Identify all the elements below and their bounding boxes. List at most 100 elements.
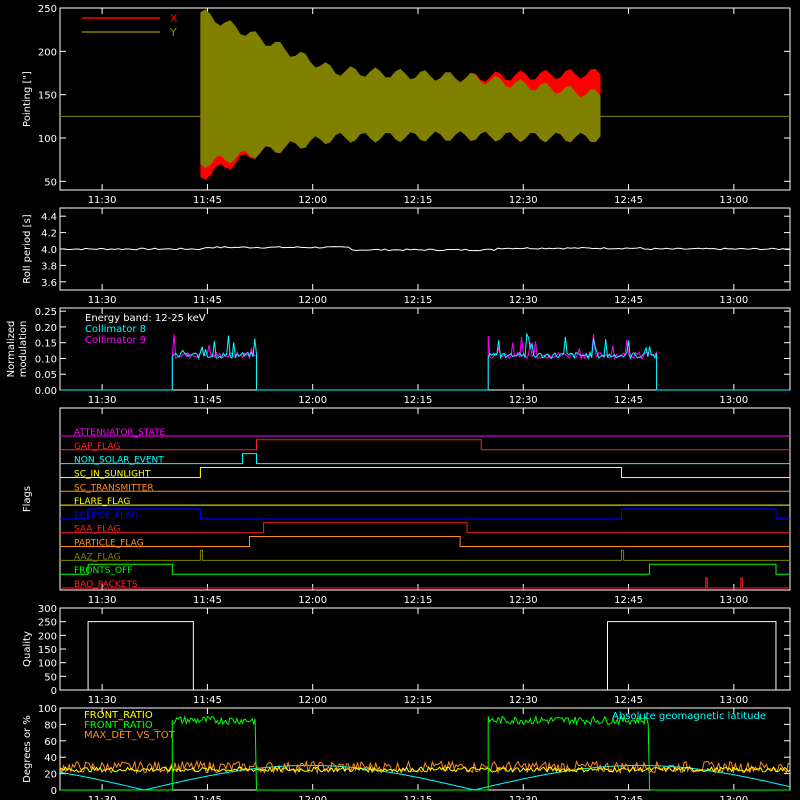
x-tick-label: 12:00 [298, 295, 327, 306]
x-tick-label: 12:45 [614, 695, 643, 706]
y-tick-label: 250 [38, 618, 57, 629]
y-tick-label: 0.15 [35, 339, 57, 350]
x-tick-label: 12:45 [614, 595, 643, 606]
legend-label-collimator-1: Collimator 9 [85, 335, 146, 346]
x-tick-label: 12:00 [298, 695, 327, 706]
x-tick-label: 12:45 [614, 295, 643, 306]
x-tick-label: 12:15 [404, 395, 433, 406]
y-axis-label-0: Pointing ["] [22, 71, 33, 127]
y-tick-label: 0.10 [35, 354, 57, 365]
x-tick-label: 12:30 [509, 195, 538, 206]
x-tick-label: 12:30 [509, 795, 538, 800]
quality-step-0 [87, 621, 194, 690]
y-tick-label: 4.4 [41, 212, 57, 223]
y-tick-label: 50 [44, 672, 57, 683]
x-tick-label: 12:15 [404, 595, 433, 606]
legend-label-Y: Y [169, 26, 177, 39]
x-tick-label: 13:00 [719, 595, 748, 606]
y-axis-label-2b: modulation [18, 321, 29, 378]
y-tick-label: 0 [51, 686, 57, 697]
x-tick-label: 11:30 [88, 195, 117, 206]
x-tick-label: 11:30 [88, 295, 117, 306]
x-tick-label: 12:30 [509, 595, 538, 606]
flag-line-eclipse_flag [60, 508, 790, 520]
x-tick-label: 13:00 [719, 395, 748, 406]
latitude-line [59, 764, 791, 791]
x-tick-label: 11:30 [88, 795, 117, 800]
x-tick-label: 11:45 [193, 695, 222, 706]
x-tick-label: 11:45 [193, 195, 222, 206]
x-tick-label: 12:00 [298, 195, 327, 206]
flag-label-particle_flag: PARTICLE_FLAG [74, 539, 144, 549]
flag-label-non_solar_event: NON_SOLAR_EVENT [74, 456, 164, 466]
modulation-line-1 [60, 334, 790, 391]
y-tick-label: 200 [38, 47, 57, 58]
x-tick-label: 11:45 [193, 295, 222, 306]
x-tick-label: 12:45 [614, 795, 643, 800]
y-tick-label: 200 [38, 631, 57, 642]
x-tick-label: 12:30 [509, 395, 538, 406]
y-axis-label-4: Quality [22, 631, 33, 667]
x-tick-label: 11:45 [193, 795, 222, 800]
y-axis-label-5: Degrees or % [22, 715, 33, 783]
y-tick-label: 0.05 [35, 370, 57, 381]
quality-step-1 [607, 621, 777, 690]
flag-label-bad_packets: BAD_PACKETS [74, 580, 138, 590]
x-tick-label: 12:15 [404, 795, 433, 800]
legend-label-X: X [170, 12, 178, 25]
flag-label-sc_transmitter: SC_TRANSMITTER [74, 483, 154, 493]
flag-line-sc_in_sunlight [60, 467, 790, 478]
x-tick-label: 13:00 [719, 795, 748, 800]
y-tick-label: 300 [38, 604, 57, 615]
flag-label-gap_flag: GAP_FLAG [74, 442, 120, 452]
y-tick-label: 150 [38, 645, 57, 656]
flag-label-aaz_flag: AAZ_FLAG [74, 552, 121, 562]
y-tick-label: 60 [44, 737, 57, 748]
flag-line-gap_flag [60, 439, 790, 451]
y-tick-label: 100 [38, 704, 57, 715]
flag-label-attenuator_state: ATTENUATOR_STATE [74, 428, 166, 438]
y-tick-label: 40 [44, 753, 57, 764]
y-tick-label: 100 [38, 659, 57, 670]
flag-line-bad_packets [60, 577, 790, 589]
flag-label-flare_flag: FLARE_FLAG [74, 497, 130, 507]
energy-band-annotation: Energy band: 12-25 keV [85, 313, 206, 324]
legend-label-ratio-2: MAX_DET_VS_TOT [84, 730, 176, 741]
y-tick-label: 4.2 [41, 229, 57, 240]
x-tick-label: 13:00 [719, 695, 748, 706]
y-tick-label: 0.20 [35, 323, 57, 334]
legend-label-ratio-0: FRONT_RATIO [84, 710, 153, 721]
x-tick-label: 11:30 [88, 695, 117, 706]
x-tick-label: 12:15 [404, 195, 433, 206]
flag-line-fronts_off [60, 563, 790, 575]
flag-line-non_solar_event [60, 453, 790, 465]
x-tick-label: 11:30 [88, 395, 117, 406]
latitude-annotation: Absolute geomagnetic latitude [612, 711, 766, 722]
x-tick-label: 12:00 [298, 795, 327, 800]
x-tick-label: 12:45 [614, 395, 643, 406]
panel-frame-4 [59, 607, 791, 691]
x-tick-label: 12:30 [509, 295, 538, 306]
y-tick-label: 0.25 [35, 307, 57, 318]
y-axis-label-2a: Normalized [6, 321, 17, 378]
x-tick-label: 12:00 [298, 595, 327, 606]
y-tick-label: 50 [44, 177, 57, 188]
legend-label-collimator-0: Collimator 8 [85, 324, 146, 335]
y-tick-label: 20 [44, 770, 57, 781]
x-tick-label: 12:15 [404, 295, 433, 306]
x-tick-label: 11:45 [193, 595, 222, 606]
x-tick-label: 12:30 [509, 695, 538, 706]
flag-line-saa_flag [60, 522, 790, 534]
flag-label-eclipse_flag: ECLIPSE_FLAG [74, 511, 138, 521]
x-tick-label: 12:15 [404, 695, 433, 706]
panel-frame-3 [59, 407, 791, 591]
modulation-line-0 [60, 331, 790, 391]
y-tick-label: 250 [38, 4, 57, 15]
y-tick-label: 0.00 [35, 386, 57, 397]
y-tick-label: 80 [44, 720, 57, 731]
flag-line-particle_flag [60, 536, 790, 547]
x-tick-label: 13:00 [719, 195, 748, 206]
y-tick-label: 4.0 [41, 245, 57, 256]
